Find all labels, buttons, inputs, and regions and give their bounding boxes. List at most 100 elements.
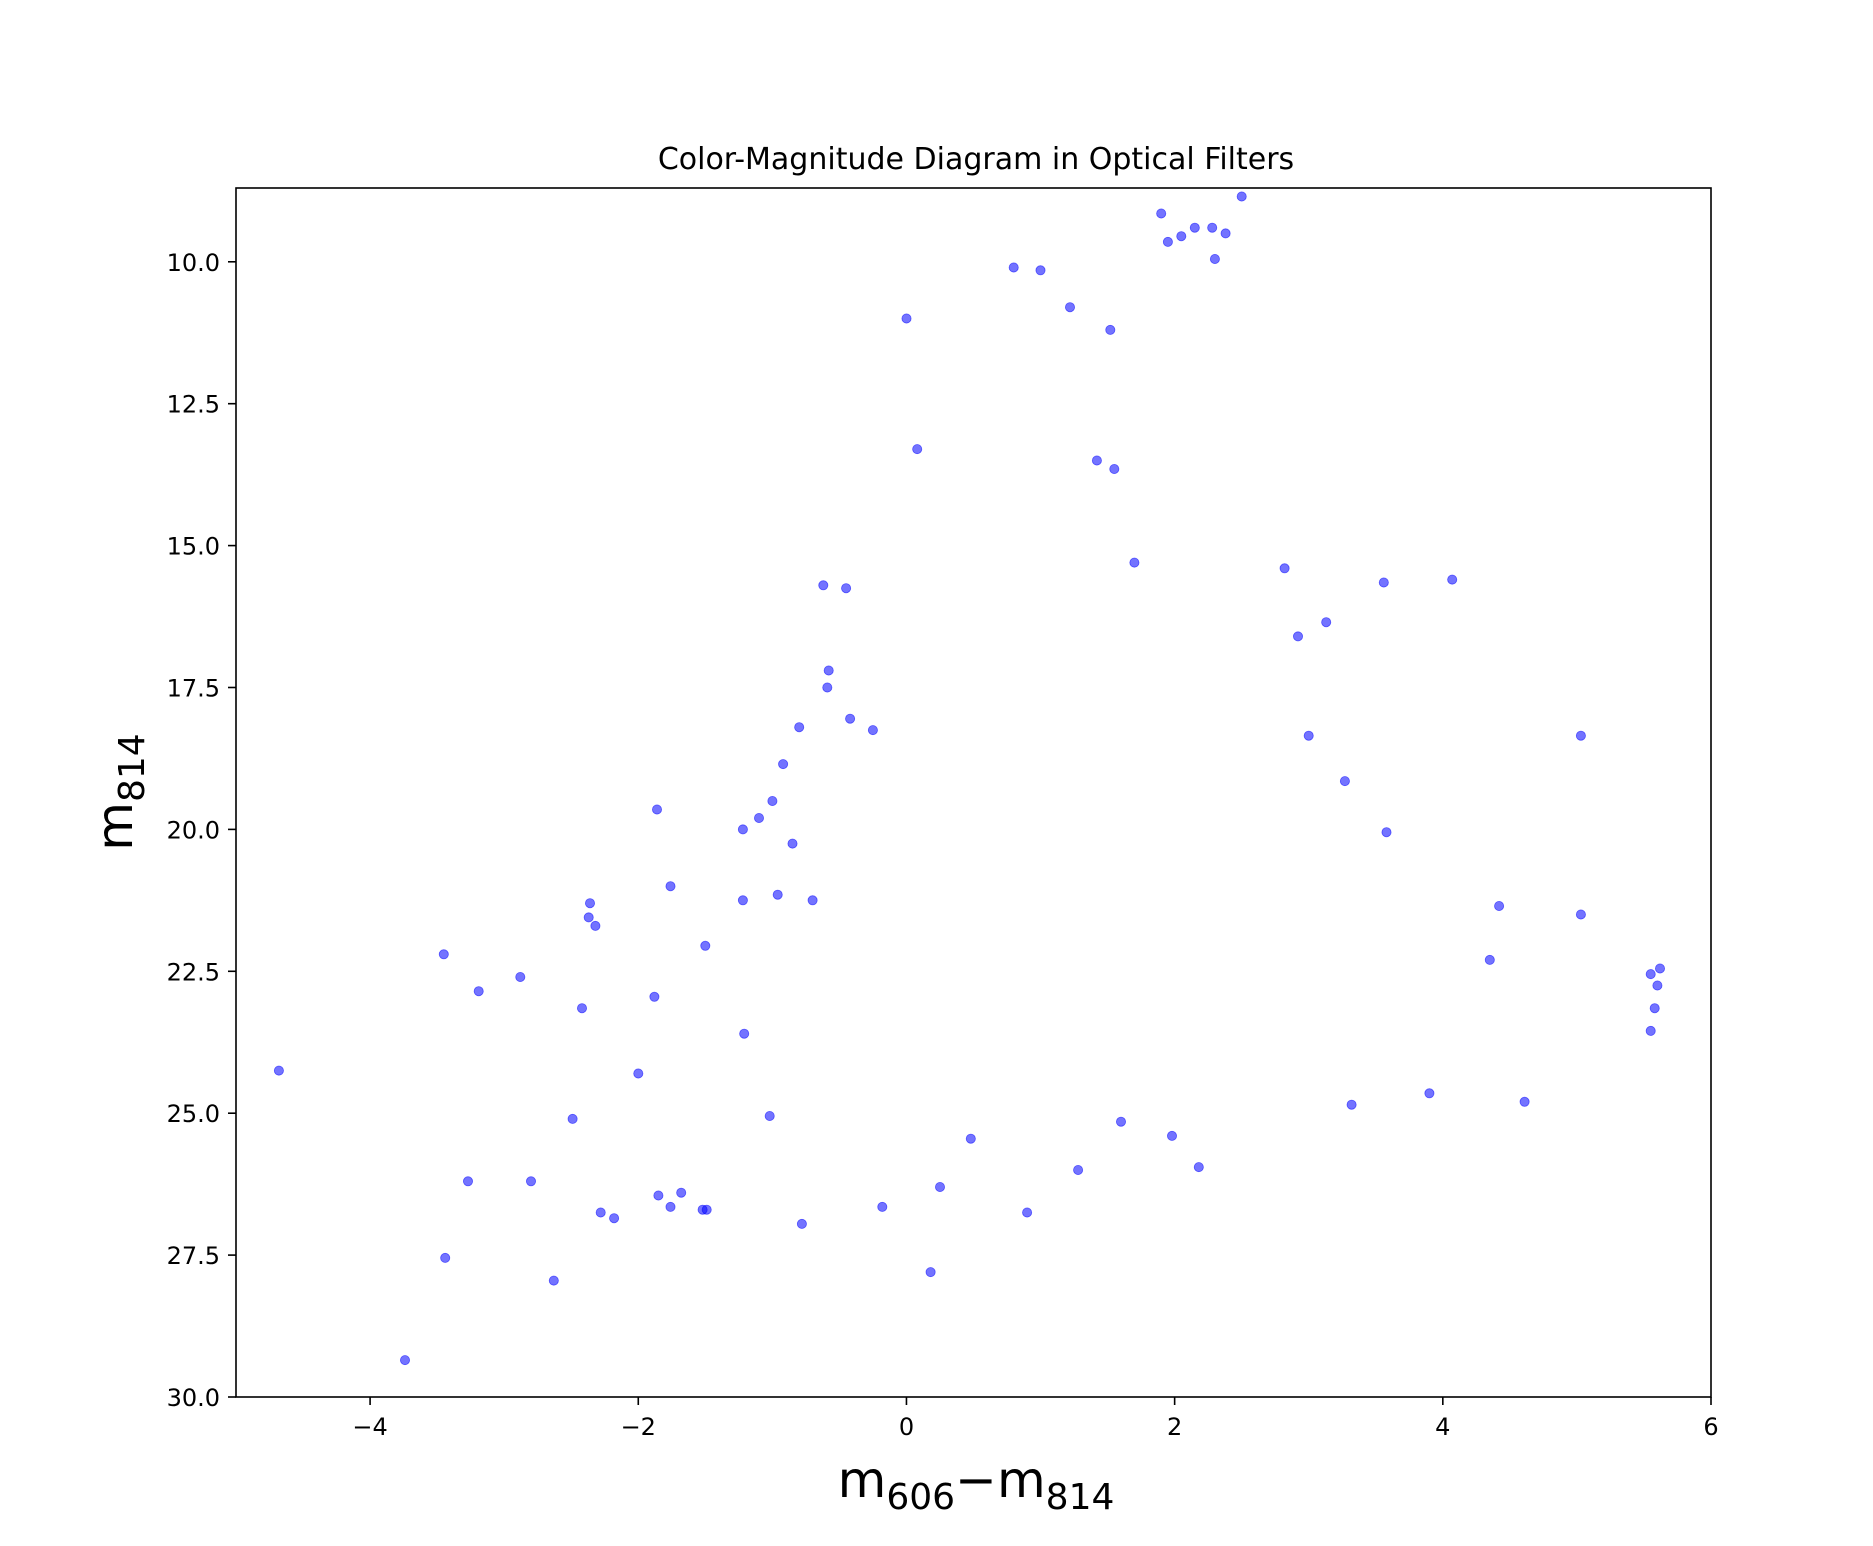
y-axis-ticks: 10.0 12.5 15.0 17.5 20.0 22.5 25.0 27.5 30.0: [167, 249, 236, 1412]
y-tick-label: 10.0: [167, 249, 220, 277]
scatter-point: [1209, 253, 1220, 264]
scatter-point: [823, 665, 834, 676]
scatter-point: [1645, 1025, 1656, 1036]
scatter-point: [1073, 1165, 1084, 1176]
y-label-main: m: [86, 802, 144, 851]
scatter-point: [822, 682, 833, 693]
scatter-point: [912, 444, 923, 455]
scatter-point: [1645, 969, 1656, 980]
scatter-point: [1519, 1096, 1530, 1107]
scatter-point: [577, 1003, 588, 1014]
x-label-sub-1: 606: [886, 1477, 955, 1518]
scatter-point: [1035, 265, 1046, 276]
scatter-point: [901, 313, 912, 324]
scatter-point: [1575, 909, 1586, 920]
y-tick-label: 27.5: [167, 1242, 220, 1270]
scatter-point: [778, 759, 789, 770]
x-label-sub-2: 814: [1046, 1477, 1115, 1518]
scatter-point: [1447, 574, 1458, 585]
y-tick-label: 25.0: [167, 1100, 220, 1128]
scatter-point: [1156, 208, 1167, 219]
scatter-point: [438, 949, 449, 960]
x-tick-label: 4: [1435, 1413, 1450, 1441]
scatter-point: [845, 713, 856, 724]
scatter-point: [653, 1190, 664, 1201]
scatter-point: [925, 1267, 936, 1278]
scatter-point: [1424, 1088, 1435, 1099]
scatter-point: [609, 1213, 620, 1224]
scatter-point: [796, 1218, 807, 1229]
scatter-point: [754, 813, 765, 824]
plot-frame: [235, 187, 1712, 1398]
scatter-point: [1236, 191, 1247, 202]
scatter-point: [1116, 1116, 1127, 1127]
scatter-point: [1105, 324, 1116, 335]
scatter-point: [739, 1028, 750, 1039]
scatter-point: [818, 580, 829, 591]
scatter-point: [462, 1176, 473, 1187]
scatter-point: [764, 1111, 775, 1122]
scatter-point: [1339, 776, 1350, 787]
scatter-point: [867, 725, 878, 736]
scatter-point: [1303, 730, 1314, 741]
scatter-point: [1378, 577, 1389, 588]
scatter-point: [1649, 1003, 1660, 1014]
scatter-point: [1381, 827, 1392, 838]
y-label-sub: 814: [112, 733, 153, 802]
scatter-point: [399, 1355, 410, 1366]
scatter-point: [787, 838, 798, 849]
scatter-point: [473, 986, 484, 997]
x-tick-label: 0: [899, 1413, 914, 1441]
x-label-main-2: m: [997, 1451, 1046, 1509]
scatter-point: [1008, 262, 1019, 273]
scatter-point: [1176, 231, 1187, 242]
scatter-point: [665, 1201, 676, 1212]
scatter-point: [877, 1201, 888, 1212]
scatter-point: [649, 991, 660, 1002]
scatter-point: [567, 1113, 578, 1124]
scatter-point: [590, 920, 601, 931]
scatter-point: [1321, 617, 1332, 628]
scatter-point: [1484, 954, 1495, 965]
scatter-point: [1494, 901, 1505, 912]
y-tick-label: 12.5: [167, 391, 220, 419]
scatter-point: [583, 912, 594, 923]
scatter-point: [515, 972, 526, 983]
x-axis-ticks: −4 −2 0 2 4 6: [352, 1397, 1719, 1441]
scatter-point: [1065, 302, 1076, 313]
scatter-point: [1293, 631, 1304, 642]
scatter-point: [701, 1204, 712, 1215]
x-label-minus: −: [955, 1451, 997, 1509]
scatter-point: [737, 895, 748, 906]
x-tick-label: 6: [1703, 1413, 1718, 1441]
scatter-point: [526, 1176, 537, 1187]
scatter-point: [767, 796, 778, 807]
scatter-point: [652, 804, 663, 815]
scatter-point: [585, 898, 596, 909]
scatter-point: [440, 1252, 451, 1263]
scatter-point: [1022, 1207, 1033, 1218]
scatter-point: [1167, 1130, 1178, 1141]
scatter-point: [633, 1068, 644, 1079]
scatter-point: [1575, 730, 1586, 741]
scatter-points: [273, 191, 1666, 1366]
scatter-point: [935, 1182, 946, 1193]
scatter-point: [1129, 557, 1140, 568]
scatter-point: [772, 889, 783, 900]
y-tick-label: 30.0: [167, 1384, 220, 1412]
scatter-point: [1279, 563, 1290, 574]
y-tick-label: 22.5: [167, 958, 220, 986]
x-tick-label: −2: [621, 1413, 656, 1441]
scatter-point: [841, 583, 852, 594]
scatter-point: [794, 722, 805, 733]
x-tick-label: 2: [1167, 1413, 1182, 1441]
scatter-point: [548, 1275, 559, 1286]
scatter-point: [1162, 236, 1173, 247]
scatter-point: [273, 1065, 284, 1076]
scatter-point: [1189, 222, 1200, 233]
scatter-point: [1346, 1099, 1357, 1110]
scatter-point: [1193, 1162, 1204, 1173]
x-axis-label: m606−m814: [838, 1451, 1115, 1518]
scatter-point: [1091, 455, 1102, 466]
